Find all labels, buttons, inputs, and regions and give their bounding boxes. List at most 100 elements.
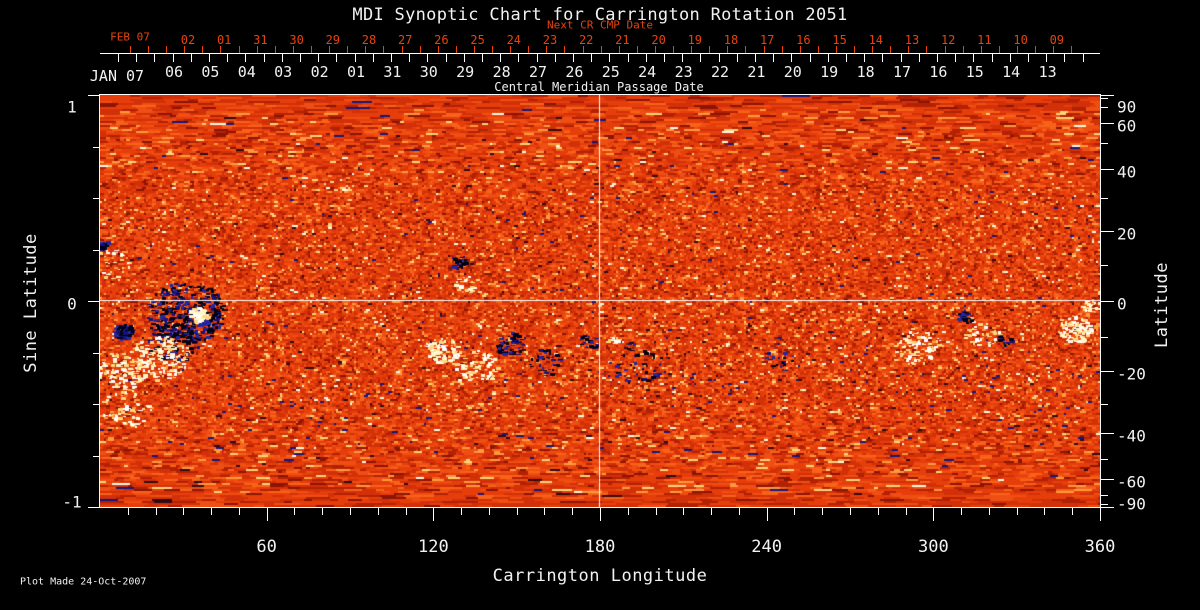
next-cr-tick [673,46,674,53]
x-axis-tick-label: 360 [1084,537,1116,557]
next-cr-tick [745,46,746,53]
next-cr-tick [383,46,384,53]
next-cr-tick [510,46,511,53]
next-cr-tick [239,46,240,53]
cmp-tick [318,53,319,62]
left-axis-tick [93,456,100,457]
right-axis-tick-label: -40 [1117,426,1146,446]
x-axis-tick [183,508,184,515]
next-cr-tick [257,46,258,53]
cmp-tick [628,53,629,62]
next-cr-day-label: 30 [289,33,304,47]
next-cr-tick [148,46,149,53]
right-axis-tick [1101,123,1114,124]
cmp-tick [864,53,865,62]
left-axis-tick [88,507,100,508]
next-cr-tick [836,46,837,53]
right-axis-tick [1101,107,1108,108]
next-cr-tick [926,46,927,53]
next-cr-tick [908,46,909,53]
cmp-tick [955,53,956,62]
cmp-day-label: 05 [201,63,220,81]
x-axis-tick-label: 180 [584,537,616,557]
next-cr-day-label: 15 [832,33,847,47]
next-cr-tick [275,46,276,53]
next-cr-day-label: 10 [1013,33,1028,47]
plot-made-note: Plot Made 24-Oct-2007 [20,576,147,588]
next-cr-tick [691,46,692,53]
cmp-tick [227,53,228,62]
x-axis-tick [461,508,462,515]
cmp-tick [682,53,683,62]
left-axis-tick-label: 0 [67,294,77,314]
next-cr-day-label: 16 [796,33,811,47]
x-axis-tick [489,508,490,515]
cmp-tick [882,53,883,62]
right-axis-tick [1101,495,1108,496]
next-cr-day-label: 11 [977,33,992,47]
right-axis-tick [1101,98,1108,99]
cmp-day-label: 27 [528,63,548,81]
next-cr-day-label: 19 [687,33,703,47]
cmp-tick [1010,53,1011,62]
x-axis-title: Carrington Longitude [492,566,708,586]
cmp-tick [355,53,356,62]
cmp-day-label: 04 [237,63,256,81]
next-cr-tick [637,46,638,53]
cmp-day-label: 28 [492,63,511,81]
next-cr-tick [311,46,312,53]
x-axis-tick [933,508,934,521]
date-axis-line [100,53,1100,54]
cmp-day-label: 14 [1002,63,1021,81]
cmp-day-label: 16 [929,63,948,81]
next-cr-day-label: 26 [434,33,449,47]
next-cr-month-label: FEB 07 [110,30,150,44]
x-axis-tick [1044,508,1045,515]
left-axis-tick-label: -1 [62,492,82,512]
cmp-tick [336,53,337,62]
cmp-tick [719,53,720,62]
next-cr-day-label: 01 [216,33,232,47]
next-cr-tick [166,46,167,53]
next-cr-day-label: 09 [1049,33,1065,47]
x-axis-tick [211,508,212,515]
magnetogram-image [99,94,1101,508]
cmp-tick [1028,53,1029,62]
right-axis-tick-label: 0 [1117,294,1127,314]
next-cr-tick [438,46,439,53]
next-cr-day-label: 25 [470,33,485,47]
next-cr-day-label: 31 [253,33,268,47]
cmp-tick [500,53,501,62]
next-cr-tick [727,46,728,53]
next-cr-tick [655,46,656,53]
x-axis-tick [1017,508,1018,515]
x-axis-tick [600,508,601,521]
next-cr-day-label: 20 [651,33,666,47]
cmp-tick [264,53,265,62]
next-cr-day-label: 21 [615,33,630,47]
x-axis-tick [406,508,407,515]
next-cr-tick [890,46,891,53]
right-axis-tick [1101,231,1114,232]
cmp-tick [609,53,610,62]
cmp-tick [1083,53,1084,62]
next-cr-tick [601,46,602,53]
right-axis-tick [1101,169,1114,170]
right-axis-tick [1101,301,1114,302]
x-axis-tick [350,508,351,515]
next-cr-day-label: 27 [397,33,413,47]
next-cr-tick [220,46,221,53]
cmp-day-label: 01 [346,63,366,81]
right-axis-title: Latitude [1152,262,1172,348]
x-axis-tick [711,508,712,515]
cmp-tick [173,53,174,62]
left-axis-tick [93,353,100,354]
cmp-day-label: 25 [601,63,620,81]
cmp-tick [391,53,392,62]
right-axis-tick-label: -20 [1117,364,1146,384]
right-axis-tick [1101,265,1108,266]
x-axis-tick [378,508,379,515]
next-cr-tick [474,46,475,53]
cmp-tick [282,53,283,62]
